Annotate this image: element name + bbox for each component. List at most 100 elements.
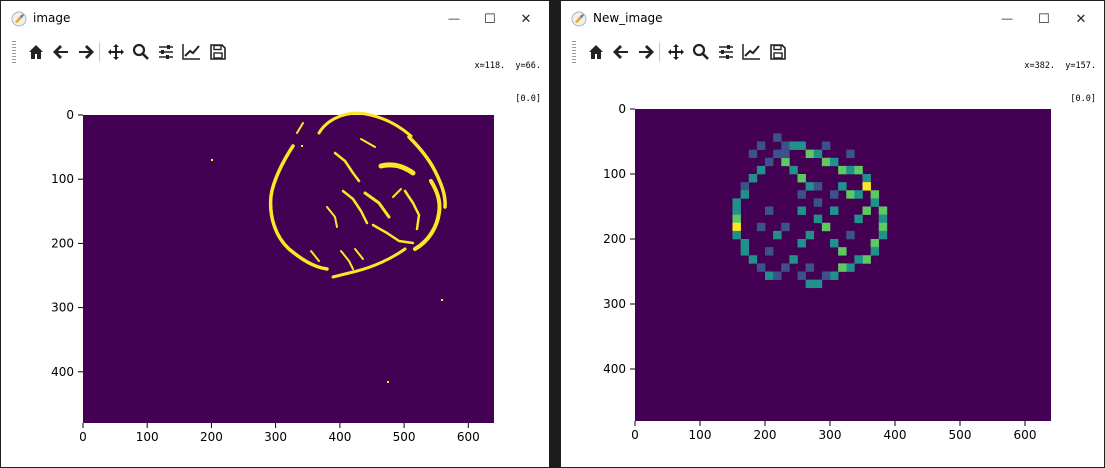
stray-pixels <box>211 145 443 383</box>
save-icon <box>210 44 226 60</box>
forward-button[interactable] <box>635 41 657 63</box>
pan-button[interactable] <box>105 41 127 63</box>
save-icon <box>770 44 786 60</box>
heatmap-cell <box>732 214 741 224</box>
toolbar-separator <box>659 42 660 62</box>
forward-icon <box>639 45 654 59</box>
heatmap-cell <box>773 230 782 240</box>
configure-subplots-button[interactable] <box>155 41 177 63</box>
x-tick-label: 300 <box>264 430 287 444</box>
heatmap-cell <box>813 149 823 159</box>
maximize-icon: ☐ <box>1038 11 1050 26</box>
heatmap-cell <box>830 190 839 199</box>
binary-edge-strokes <box>268 111 447 279</box>
heatmap-cell <box>870 198 880 207</box>
x-tick-label: 0 <box>631 428 639 442</box>
heatmap-cell <box>838 263 847 272</box>
app-icon <box>571 11 587 27</box>
edit-axis-icon <box>742 44 760 60</box>
x-tick-label: 500 <box>393 430 416 444</box>
save-button[interactable] <box>767 41 789 63</box>
maximize-button[interactable]: ☐ <box>473 7 507 31</box>
heatmap-cell <box>765 157 774 167</box>
heatmap-cell <box>846 149 855 159</box>
heatmap-cell <box>821 157 831 167</box>
heatmap-cell <box>740 190 750 199</box>
heatmap-cell <box>854 214 863 224</box>
x-tick-label: 200 <box>754 428 777 442</box>
home-button[interactable] <box>585 41 607 63</box>
heatmap-cell <box>813 198 823 207</box>
figure-window-new-image[interactable]: New_image — ☐ ✕ <box>560 0 1105 468</box>
heatmap-cell <box>756 222 766 232</box>
home-button[interactable] <box>25 41 47 63</box>
forward-button[interactable] <box>75 41 97 63</box>
zoom-button[interactable] <box>130 41 152 63</box>
y-tick-label: 100 <box>51 172 74 186</box>
close-icon: ✕ <box>1075 11 1087 26</box>
heatmap-cell <box>781 149 790 159</box>
heatmap-cell <box>773 133 782 142</box>
zoom-button[interactable] <box>690 41 712 63</box>
heatmap-cell <box>830 271 839 280</box>
heatmap-cell <box>813 214 823 224</box>
edit-axis-button[interactable] <box>180 41 202 63</box>
toolbar-grip[interactable] <box>12 41 16 63</box>
heatmap-cell <box>740 239 750 248</box>
zoom-icon <box>132 43 149 60</box>
back-button[interactable] <box>50 41 72 63</box>
maximize-button[interactable]: ☐ <box>1027 7 1061 31</box>
y-tick-label: 300 <box>603 297 626 311</box>
pixel-value-readout: [0.0] <box>515 94 541 104</box>
zoom-icon <box>692 43 709 60</box>
title-bar[interactable]: New_image — ☐ ✕ <box>561 1 1104 37</box>
heatmap-cell <box>870 247 880 256</box>
heatmap-cell <box>789 165 798 175</box>
app-icon <box>11 11 27 27</box>
heatmap-cell <box>797 239 806 248</box>
home-icon <box>29 45 43 59</box>
figure-window-image[interactable]: image — ☐ ✕ <box>0 0 550 468</box>
pan-button[interactable] <box>665 41 687 63</box>
heatmap-cell <box>846 165 855 175</box>
pan-icon <box>108 44 124 60</box>
heatmap-cell <box>813 279 823 289</box>
minimize-button[interactable]: — <box>437 7 471 31</box>
heatmap-cell <box>740 182 750 191</box>
cursor-coordinates: x=118. y=66. [0.0] <box>474 39 541 127</box>
heatmap-cell <box>789 141 798 150</box>
figure-canvas[interactable]: 0 100 200 300 400 500 600 0 100 200 300 … <box>1 71 549 467</box>
back-button[interactable] <box>610 41 632 63</box>
title-bar[interactable]: image — ☐ ✕ <box>1 1 549 37</box>
heatmap-cell <box>862 255 871 264</box>
close-button[interactable]: ✕ <box>1064 7 1098 31</box>
heatmap-cell <box>781 263 790 272</box>
figure-canvas[interactable]: 0 100 200 300 400 500 600 0 100 200 300 … <box>561 71 1104 467</box>
heatmap-cell <box>821 141 831 150</box>
coordinate-readout: x=118. y=66. <box>474 61 541 71</box>
heatmap-cell <box>756 141 766 150</box>
y-tick-label: 200 <box>603 232 626 246</box>
heatmap-cell <box>773 271 782 280</box>
toolbar-grip[interactable] <box>572 41 576 63</box>
x-axis: 0 100 200 300 400 500 600 <box>631 421 1036 442</box>
heatmap-cell <box>854 165 863 175</box>
save-button[interactable] <box>207 41 229 63</box>
close-icon: ✕ <box>520 11 532 26</box>
minimize-button[interactable]: — <box>990 7 1024 31</box>
configure-subplots-button[interactable] <box>715 41 737 63</box>
configure-subplots-icon <box>159 45 173 59</box>
heatmap-cell <box>878 214 888 224</box>
heatmap-cell <box>748 174 758 183</box>
heatmap-cell <box>740 247 750 256</box>
edit-axis-button[interactable] <box>740 41 762 63</box>
heatmap-cell <box>805 263 815 272</box>
heatmap-cell <box>854 255 863 264</box>
close-button[interactable]: ✕ <box>509 7 543 31</box>
x-tick-label: 0 <box>79 430 87 444</box>
home-icon <box>589 45 603 59</box>
heatmap-cell <box>781 222 790 232</box>
minimize-icon: — <box>448 13 460 25</box>
x-tick-label: 100 <box>136 430 159 444</box>
heatmap-cell <box>765 206 774 215</box>
